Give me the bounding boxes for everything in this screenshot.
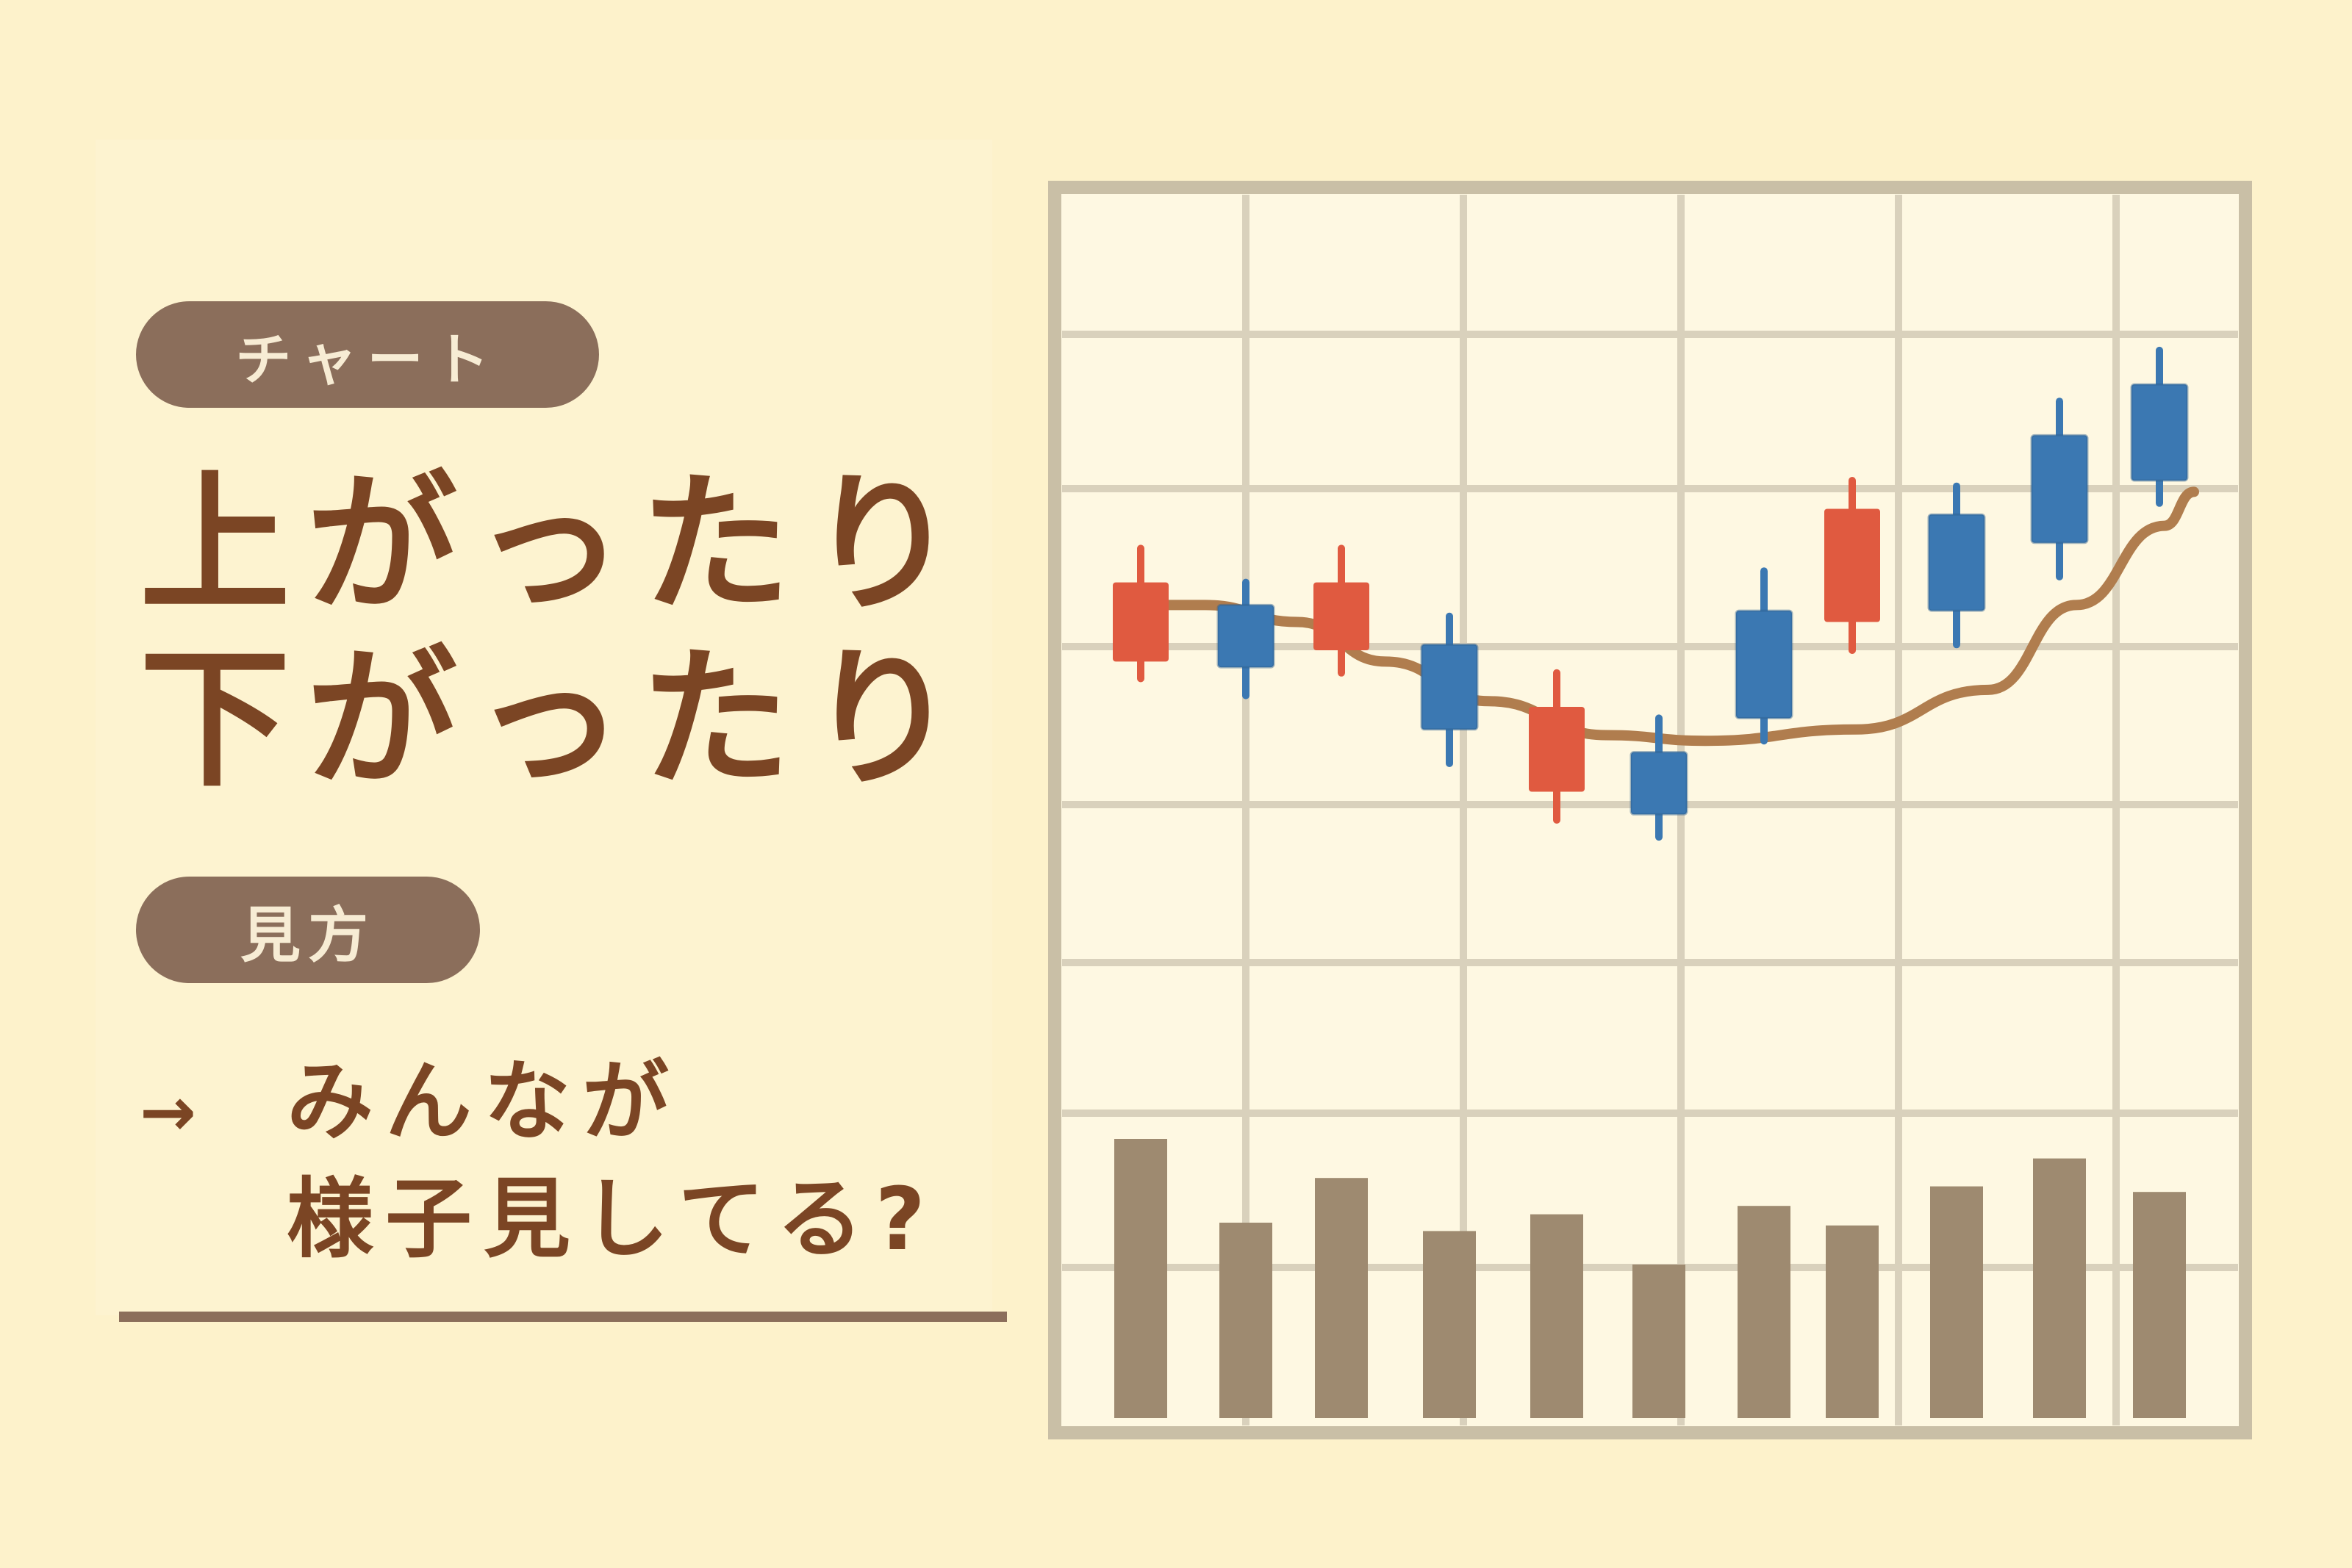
howto-tag: 見方 (136, 877, 480, 983)
volume-bars (1114, 1139, 2186, 1418)
volume-bar-10 (2133, 1192, 2186, 1418)
candle-body-8 (1927, 513, 1986, 612)
candle-body-2 (1313, 582, 1369, 650)
candle-body-4 (1529, 707, 1585, 792)
chart-grid (1062, 195, 2238, 1425)
divider-rule (119, 1312, 1007, 1322)
volume-bar-4 (1530, 1214, 1583, 1418)
candle-body-1 (1216, 603, 1275, 669)
volume-bar-6 (1738, 1206, 1790, 1418)
subtext-line-2: 様子見してる? (287, 1168, 937, 1270)
volume-bar-5 (1632, 1265, 1685, 1418)
arrow-icon: → (140, 1073, 197, 1151)
volume-bar-0 (1114, 1139, 1167, 1418)
subtext-line-1: みんなが (287, 1051, 681, 1152)
candle-body-5 (1629, 751, 1688, 816)
volume-bar-7 (1826, 1225, 1879, 1418)
candles (1113, 346, 2189, 841)
chart-tag-label: チャート (235, 326, 500, 392)
moving-average-line (1128, 486, 2199, 747)
volume-bar-1 (1219, 1223, 1272, 1418)
volume-bar-3 (1423, 1231, 1476, 1418)
volume-bar-2 (1315, 1178, 1368, 1418)
candle-body-3 (1420, 643, 1479, 731)
candle-body-10 (2130, 383, 2189, 482)
volume-bar-8 (1930, 1186, 1983, 1418)
howto-tag-label: 見方 (240, 901, 376, 971)
candle-body-6 (1735, 609, 1793, 719)
candle-body-0 (1113, 582, 1169, 662)
candle-body-9 (2030, 434, 2089, 544)
headline-line-2: 下がったり (140, 633, 974, 808)
volume-bar-9 (2033, 1158, 2086, 1418)
candlestick-chart (1048, 181, 2252, 1439)
headline-line-1: 上がったり (140, 458, 974, 633)
candle-body-7 (1824, 508, 1880, 622)
chart-tag: チャート (136, 301, 599, 408)
